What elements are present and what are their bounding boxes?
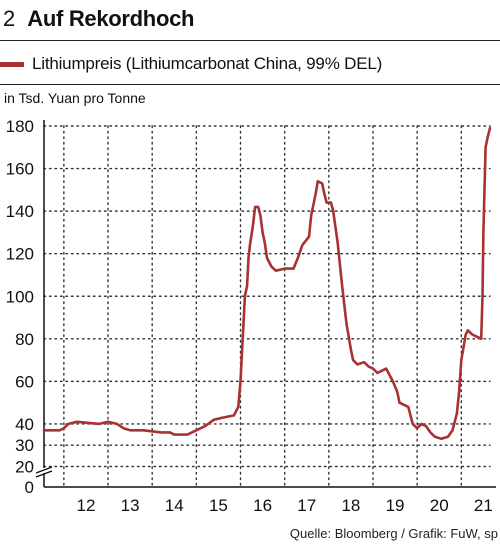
- chart-title: Auf Rekordhoch: [27, 6, 195, 31]
- source-note: Quelle: Bloomberg / Grafik: FuW, sp: [289, 526, 498, 541]
- y-tick-label: 40: [15, 415, 34, 434]
- y-tick-label: 20: [15, 458, 34, 477]
- figure-number: 2: [3, 6, 16, 31]
- x-tick-labels: 12 13 14 15 16 17 18 19 20 21: [76, 496, 492, 515]
- y-tick-label: 0: [25, 478, 34, 497]
- y-tick-label: 80: [15, 330, 34, 349]
- y-tick-label: 100: [6, 287, 34, 306]
- x-tick-label: 12: [76, 496, 95, 515]
- x-tick-label: 19: [386, 496, 405, 515]
- x-tick-label: 16: [253, 496, 272, 515]
- x-tick-label: 21: [474, 496, 493, 515]
- chart-header: 2 Auf Rekordhoch: [0, 6, 194, 36]
- x-tick-label: 14: [165, 496, 184, 515]
- x-tick-label: 15: [209, 496, 228, 515]
- axes: [35, 120, 496, 488]
- legend: Lithiumpreis (Lithiumcarbonat China, 99%…: [0, 54, 382, 74]
- legend-swatch: [0, 61, 24, 67]
- axis-break-marker: [35, 466, 53, 478]
- y-axis-unit-label: in Tsd. Yuan pro Tonne: [4, 90, 146, 106]
- title-divider: [0, 40, 500, 41]
- y-tick-label: 160: [6, 160, 34, 179]
- x-tick-label: 17: [297, 496, 316, 515]
- y-tick-label: 180: [6, 117, 34, 136]
- x-tick-label: 13: [121, 496, 140, 515]
- series-line-lithium-price: [42, 126, 492, 441]
- legend-divider: [0, 84, 500, 85]
- y-tick-labels: 020 30 40 60 80 100 120 140 160 180: [6, 117, 34, 497]
- grid-lines: [43, 125, 491, 488]
- y-tick-label: 60: [15, 372, 34, 391]
- x-tick-label: 18: [341, 496, 360, 515]
- series-lines: [42, 126, 492, 441]
- y-tick-label: 120: [6, 245, 34, 264]
- y-tick-label: 140: [6, 202, 34, 221]
- legend-label: Lithiumpreis (Lithiumcarbonat China, 99%…: [32, 54, 383, 73]
- y-tick-label: 30: [15, 436, 34, 455]
- x-tick-label: 20: [430, 496, 449, 515]
